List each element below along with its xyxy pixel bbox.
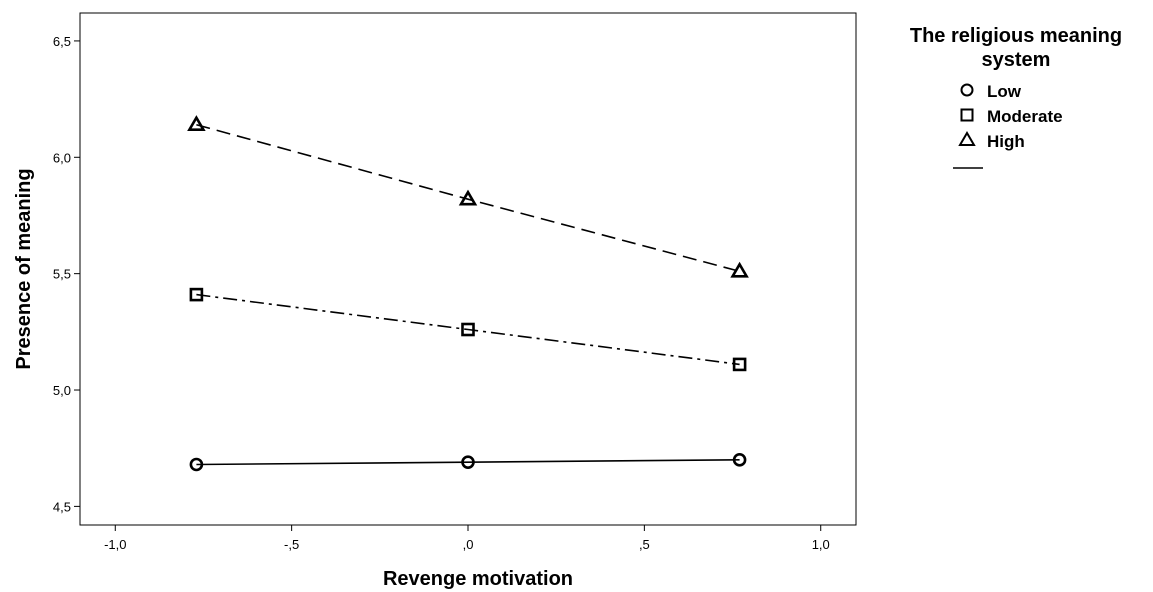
legend-label-moderate: Moderate [987,107,1063,126]
series-moderate [189,287,747,372]
legend-label-high: High [987,132,1025,151]
data-point-high [458,189,478,206]
legend-marker-low [960,83,974,97]
data-point-high [730,261,749,278]
legend-item-high: High [958,131,1025,151]
data-point-low [461,455,475,469]
y-axis: 4,5 5,0 5,5 6,0 6,5 [53,34,80,514]
legend-item-moderate: Moderate [960,107,1063,126]
legend-title-line1: The religious meaning [910,25,1122,47]
legend-label-low: Low [987,82,1022,101]
x-tick-label: -1,0 [104,537,126,552]
y-tick-label: 5,5 [53,267,71,282]
data-point-moderate [461,322,475,337]
y-tick-label: 6,5 [53,34,71,49]
plot-frame [79,12,857,526]
series-layer [187,115,749,472]
data-point-low [732,453,747,467]
data-point-high [187,115,206,132]
y-tick-label: 6,0 [53,150,71,165]
x-tick-label: ,5 [639,537,650,552]
series-low [189,453,747,472]
legend-items: Low Moderate High [958,82,1063,151]
legend-item-low: Low [960,82,1022,101]
series-line-moderate [196,293,740,366]
y-tick-label: 5,0 [53,383,71,398]
legend: The religious meaning system Low Moderate… [910,25,1122,169]
x-tick-label: 1,0 [812,537,830,552]
y-tick-label: 4,5 [53,499,71,514]
data-point-low [189,457,204,472]
legend-marker-high [958,131,976,146]
data-point-moderate [189,287,204,302]
x-axis-title: Revenge motivation [383,568,573,590]
x-tick-label: ,0 [463,537,474,552]
x-tick-label: -,5 [284,537,299,552]
x-axis: -1,0 -,5 ,0 ,5 1,0 [104,525,830,552]
legend-marker-moderate [960,108,974,122]
data-point-moderate [732,357,747,372]
series-high [187,115,749,278]
y-axis-title: Presence of meaning [13,168,35,369]
legend-title-line2: system [982,49,1051,71]
series-line-low [196,459,740,466]
series-line-high [196,123,740,273]
